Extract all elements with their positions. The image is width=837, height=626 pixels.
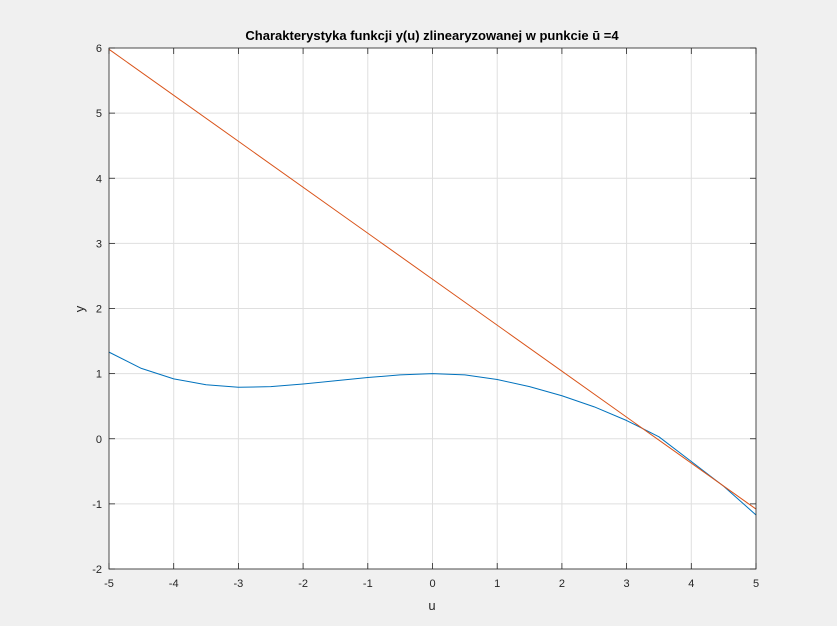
- y-tick-label: 5: [96, 108, 102, 120]
- x-tick-label: 5: [753, 578, 759, 590]
- series-layer: [108, 48, 757, 516]
- y-tick-label: -2: [92, 564, 102, 576]
- y-tick-label: -1: [92, 499, 102, 511]
- nonlinear-curve-line: [108, 351, 757, 516]
- x-tick-label: 1: [494, 578, 500, 590]
- y-tick-label: 0: [96, 434, 102, 446]
- x-tick-label: -5: [104, 578, 114, 590]
- linearized-line: [108, 48, 757, 510]
- y-tick-label: 6: [96, 43, 102, 55]
- x-axis-label: u: [428, 598, 435, 613]
- y-tick-label: 1: [96, 369, 102, 381]
- x-tick-label: 3: [624, 578, 630, 590]
- x-tick-label: -3: [234, 578, 244, 590]
- y-tick-label: 3: [96, 238, 102, 250]
- y-axis-label: y: [72, 305, 87, 312]
- y-tick-label: 2: [96, 304, 102, 316]
- y-tick-label: 4: [96, 173, 102, 185]
- chart-title: Charakterystyka funkcji y(u) zlinearyzow…: [245, 28, 619, 43]
- x-tick-label: 4: [688, 578, 694, 590]
- ticks: -5 -4 -3 -2 -1 0 1 2 3 4 5 -2 -1 0 1 2 3 4 5 6: [92, 43, 759, 590]
- x-tick-label: 2: [559, 578, 565, 590]
- x-tick-label: 0: [429, 578, 435, 590]
- x-tick-label: -2: [298, 578, 308, 590]
- x-tick-label: -1: [363, 578, 373, 590]
- x-tick-label: -4: [169, 578, 179, 590]
